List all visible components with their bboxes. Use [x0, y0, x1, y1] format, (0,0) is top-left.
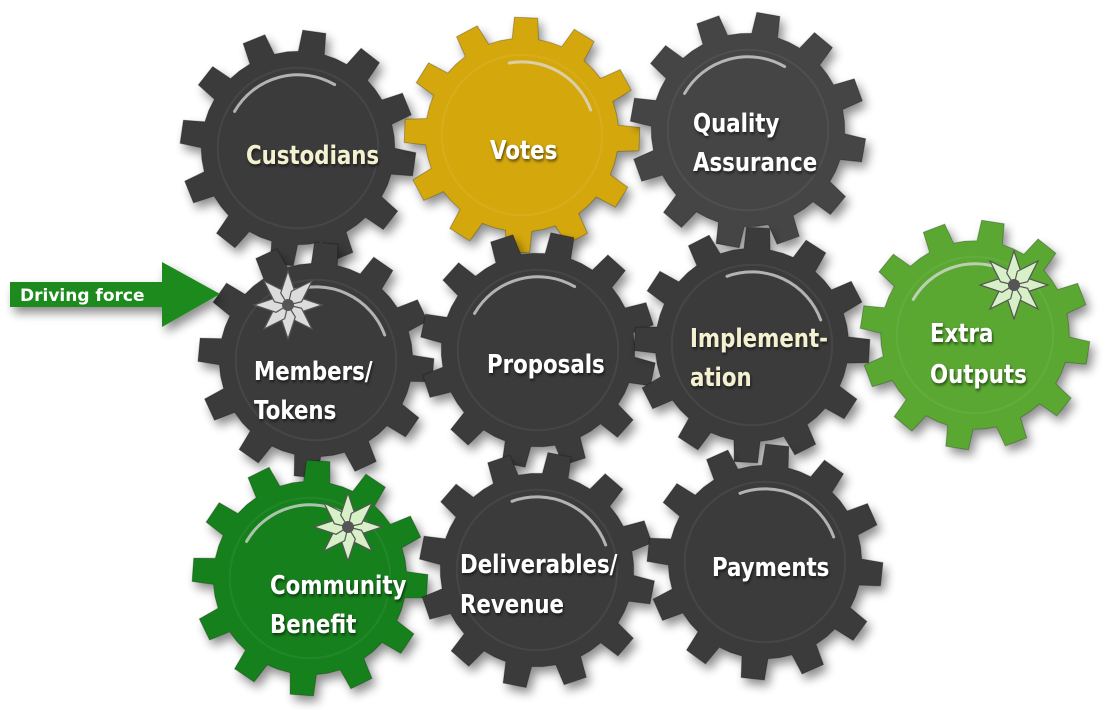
- gear-label-deliverables-revenue: Revenue: [460, 589, 564, 620]
- gear-body: [197, 241, 435, 479]
- gear-extra-outputs: Extra Outputs: [859, 219, 1091, 451]
- gear-label-payments: Payments: [712, 552, 829, 583]
- gear-inner-ring: [455, 488, 619, 652]
- driving-force-arrow: Driving force: [10, 262, 220, 327]
- gear-body: [418, 451, 656, 689]
- star-badge-icon: [978, 249, 1050, 321]
- gear-inner-ring: [234, 278, 398, 442]
- gear-highlight-arc: [738, 487, 836, 539]
- gear-highlight-arc: [911, 262, 1001, 301]
- gear-highlight-arc: [725, 270, 823, 322]
- gear-label-quality-assurance: Assurance: [693, 147, 817, 178]
- gear-label-extra-outputs: Extra: [930, 318, 993, 349]
- gear-members-tokens: Members/Tokens: [197, 241, 435, 479]
- gear-highlight-arc: [233, 73, 337, 113]
- gear-label-deliverables-revenue: Deliverables/: [460, 549, 618, 580]
- gear-community-benefit: Community Benefit: [191, 459, 429, 697]
- gear-label-community-benefit: Benefit: [270, 609, 356, 640]
- gear-inner-ring: [683, 480, 847, 644]
- gear-label-members-tokens: Tokens: [254, 395, 336, 426]
- gear-highlight-arc: [473, 275, 577, 315]
- driving-force-label: Driving force: [20, 286, 145, 306]
- gear-body: [191, 459, 429, 697]
- gear-votes: Votes: [403, 16, 641, 254]
- gear-body: [646, 443, 884, 681]
- gear-label-custodians: Custodians: [246, 140, 379, 171]
- gear-label-implementation: Implement-: [690, 323, 828, 354]
- gear-implementation: Implement-ation: [633, 226, 871, 464]
- gear-body: [859, 219, 1091, 451]
- gear-inner-ring: [670, 263, 834, 427]
- gear-payments: Payments: [646, 443, 884, 681]
- gear-inner-ring: [666, 48, 830, 212]
- arrow-icon: [10, 262, 220, 327]
- gear-label-implementation: ation: [690, 362, 752, 393]
- gear-highlight-arc: [683, 55, 787, 95]
- gear-body: [403, 16, 641, 254]
- gear-inner-ring: [440, 53, 604, 217]
- gear-inner-ring: [456, 268, 620, 432]
- gear-body: [420, 232, 656, 468]
- gear-inner-ring: [895, 255, 1055, 415]
- gear-highlight-arc: [507, 60, 593, 112]
- gear-custodians: Custodians: [179, 29, 417, 267]
- gear-proposals: Proposals: [420, 232, 656, 468]
- star-badge-icon: [312, 491, 384, 563]
- gear-body: [629, 11, 867, 249]
- gear-body: [633, 226, 871, 464]
- gear-highlight-arc: [510, 495, 608, 547]
- gear-quality-assurance: Quality Assurance: [629, 11, 867, 249]
- gear-label-proposals: Proposals: [487, 349, 605, 380]
- gear-deliverables-revenue: Deliverables/Revenue: [418, 451, 656, 689]
- gear-label-votes: Votes: [490, 135, 557, 166]
- gear-label-extra-outputs: Outputs: [930, 359, 1027, 390]
- gear-label-community-benefit: Community: [270, 570, 407, 601]
- gear-body: [179, 29, 417, 267]
- gear-label-members-tokens: Members/: [254, 356, 373, 387]
- star-badge-icon: [252, 269, 324, 341]
- gear-label-quality-assurance: Quality: [693, 108, 780, 139]
- gear-inner-ring: [216, 66, 380, 230]
- gear-inner-ring: [228, 496, 392, 660]
